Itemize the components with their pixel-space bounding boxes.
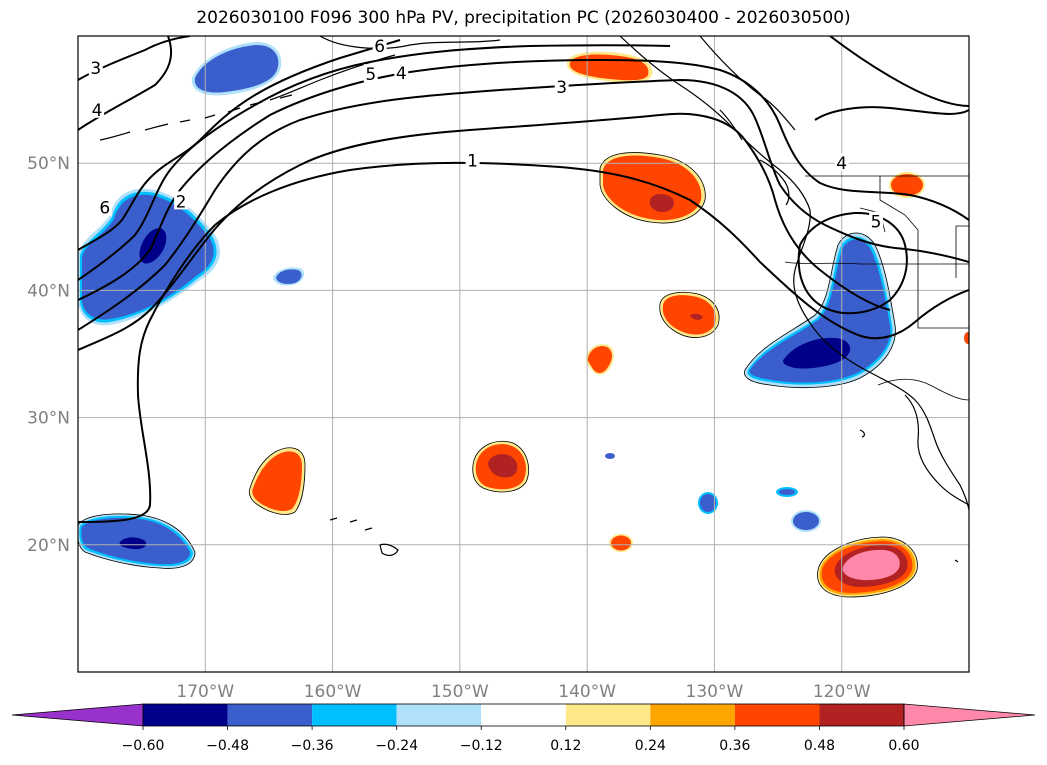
precip-blob-pos-edge	[964, 332, 969, 344]
lon-tick-label-5: 120°W	[813, 682, 871, 702]
precip-blob-neg-aleutians	[191, 41, 282, 96]
precip-blob-pos-small-3	[889, 172, 925, 198]
precip-blob-neg-small-2	[698, 492, 718, 514]
lon-tick-label-1: 160°W	[304, 682, 362, 702]
precip-blob-neg-california	[744, 232, 896, 388]
precip-blob-neg-small-3	[791, 510, 821, 532]
precip-blob-pos-central-pacific	[472, 441, 529, 492]
precipitation-shading	[78, 41, 969, 598]
contour-label-bg-2	[554, 76, 569, 95]
contour-label-2: 3	[556, 78, 567, 98]
precip-blob-pos-small-2	[609, 534, 633, 552]
colorbar-bin-5	[565, 704, 651, 726]
precip-blob-pos-aleutian-east	[566, 51, 653, 83]
colorbar-bin-7	[734, 704, 820, 726]
colorbar-bin-2	[312, 704, 397, 726]
colorbar-bin-8	[819, 704, 904, 726]
colorbar-tick-label-1: −0.48	[206, 738, 249, 754]
colorbar-bin-0	[143, 704, 228, 726]
contour-label-3: 3	[90, 59, 101, 79]
contour-label-10: 6	[99, 199, 110, 219]
lon-tick-label-2: 150°W	[431, 682, 489, 702]
colorbar-bin-6	[650, 704, 735, 726]
contour-label-4: 4	[92, 101, 103, 121]
contour-label-0: 1	[467, 152, 478, 172]
colorbar-tick-label-7: 0.36	[719, 738, 750, 754]
lat-tick-label-0: 20°N	[27, 536, 70, 556]
chart-title: 2026030100 F096 300 hPa PV, precipitatio…	[196, 8, 851, 28]
longitude-labels: 170°W 160°W 150°W 140°W 130°W 120°W	[176, 682, 870, 702]
colorbar-tick-label-3: −0.24	[375, 738, 418, 754]
colorbar-tick-label-9: 0.60	[888, 738, 919, 754]
precip-blob-pos-gulf-alaska	[600, 152, 706, 224]
precip-blob-neg-west-tropics	[78, 513, 195, 569]
lon-tick-label-4: 130°W	[686, 682, 744, 702]
precip-blob-pos-hawaii-west	[249, 447, 305, 515]
colorbar-extend-max	[903, 703, 1036, 727]
contour-label-bg-6	[834, 153, 849, 172]
contour-label-1: 2	[176, 192, 187, 212]
colorbar-frame	[142, 703, 905, 727]
colorbar-bin-3	[396, 704, 482, 726]
contour-label-bg-9	[372, 36, 387, 55]
contour-label-5: 4	[396, 64, 407, 84]
colorbar-bin-4	[481, 704, 566, 726]
gridlines	[78, 36, 969, 672]
contour-label-bg-8	[869, 211, 884, 230]
colorbar-tick-label-2: −0.36	[291, 738, 334, 754]
contour-label-9: 6	[374, 37, 385, 57]
precip-blob-neg-small-5	[605, 453, 615, 459]
precip-blob-pos-baja	[817, 537, 918, 597]
colorbar-extend-min	[11, 703, 144, 727]
precip-outlines	[78, 152, 918, 598]
lon-tick-label-0: 170°W	[176, 682, 234, 702]
contour-label-bg-4	[90, 99, 105, 118]
borders	[784, 175, 969, 401]
contour-label-bg-7	[363, 64, 378, 83]
latitude-labels: 20°N 30°N 40°N 50°N	[27, 154, 70, 556]
plot-frame	[77, 35, 970, 673]
lat-tick-label-1: 30°N	[27, 409, 70, 429]
colorbar-bin-1	[227, 704, 313, 726]
colorbar-tick-label-5: 0.12	[550, 738, 581, 754]
contour-label-7: 5	[365, 65, 376, 85]
lat-tick-label-3: 50°N	[27, 154, 70, 174]
colorbar-tick-label-6: 0.24	[635, 738, 666, 754]
lat-tick-label-2: 40°N	[27, 281, 70, 301]
colorbar: −0.60 −0.48 −0.36 −0.24 −0.12 0.12 0.24 0.36 0.4…	[11, 703, 1036, 754]
contour-label-bg-1	[174, 191, 189, 210]
lon-tick-label-3: 140°W	[558, 682, 616, 702]
colorbar-tick-label-4: −0.12	[460, 738, 503, 754]
contour-label-bg-5	[394, 62, 409, 81]
precip-blob-pos-small-1	[585, 344, 614, 375]
contour-label-bg-3	[88, 57, 103, 76]
contour-label-8: 5	[871, 213, 882, 233]
contour-label-6: 4	[836, 154, 847, 174]
colorbar-tick-label-0: −0.60	[122, 738, 165, 754]
precip-blob-neg-small-1	[273, 267, 305, 286]
contour-label-bg-0	[465, 150, 480, 169]
contour-label-bg-10	[97, 197, 112, 216]
colorbar-tick-label-8: 0.48	[804, 738, 835, 754]
precip-blob-neg-small-4	[776, 487, 798, 497]
precip-blob-pos-northeast-pacific	[659, 292, 720, 338]
